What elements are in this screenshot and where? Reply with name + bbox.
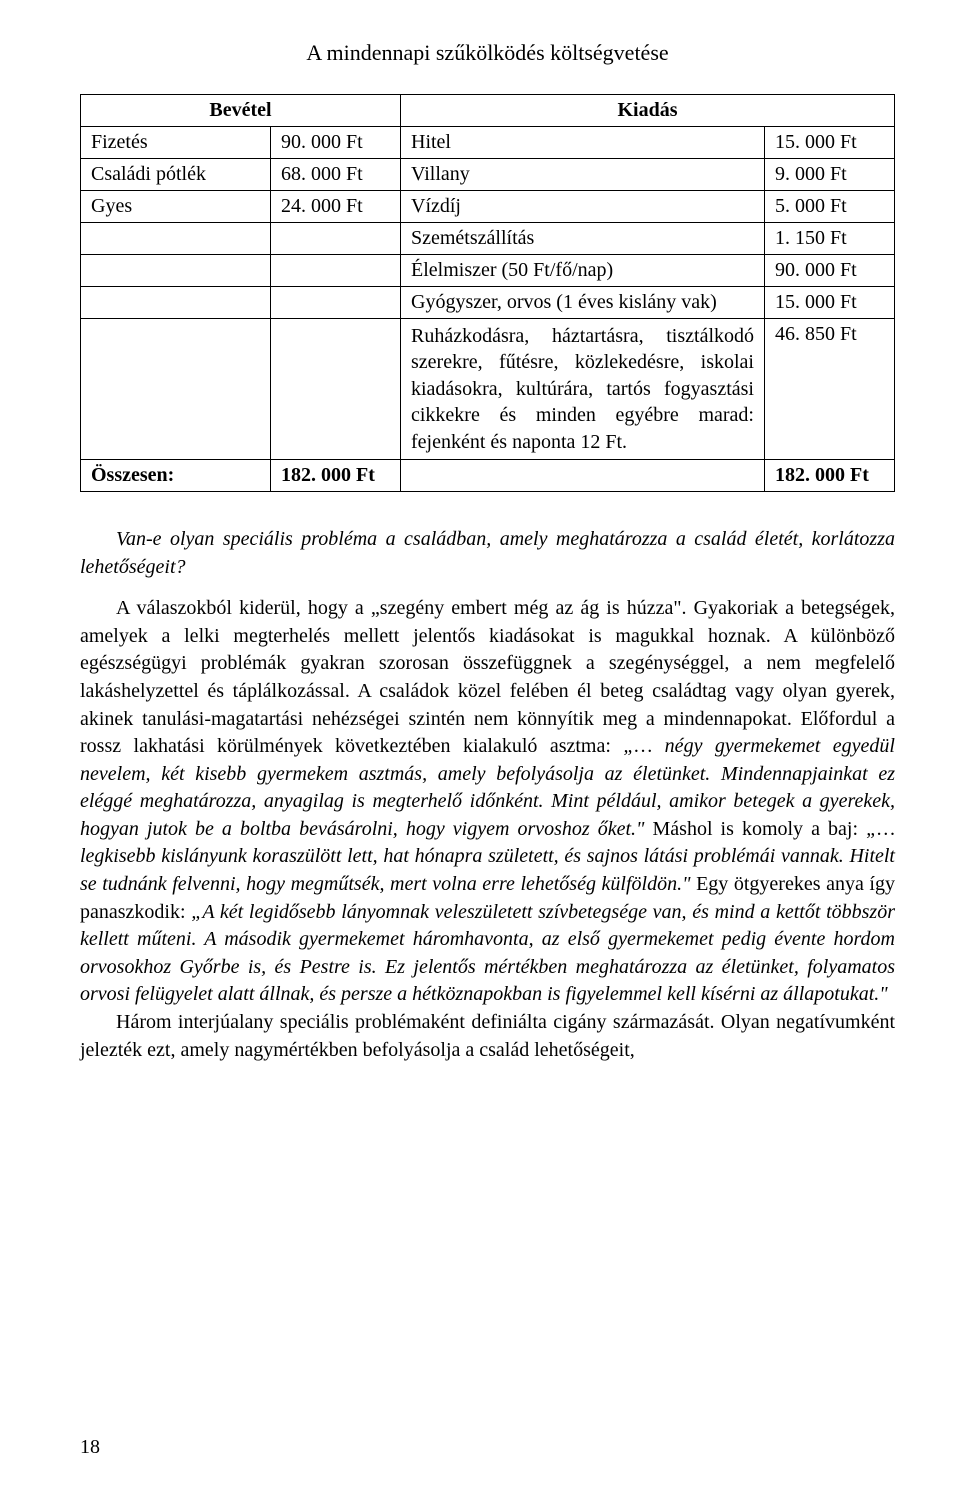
body-quote: „A két legidősebb lányomnak veleszületet… [80, 901, 895, 1006]
income-label-empty [81, 319, 271, 460]
total-income: 182. 000 Ft [271, 459, 401, 491]
paragraph-question: Van-e olyan speciális probléma a családb… [80, 526, 895, 581]
expense-amount: 90. 000 Ft [765, 255, 895, 287]
header-income: Bevétel [81, 95, 401, 127]
table-row: Élelmiszer (50 Ft/fő/nap) 90. 000 Ft [81, 255, 895, 287]
budget-table: Bevétel Kiadás Fizetés 90. 000 Ft Hitel … [80, 94, 895, 492]
expense-label: Hitel [401, 127, 765, 159]
header-expense: Kiadás [401, 95, 895, 127]
expense-label-multiline: Ruházkodásra, háztartásra, tisztálkodó s… [401, 319, 765, 460]
income-amount-empty [271, 319, 401, 460]
income-label-empty [81, 223, 271, 255]
table-row: Gyógyszer, orvos (1 éves kislány vak) 15… [81, 287, 895, 319]
page-title: A mindennapi szűkölködés költségvetése [80, 40, 895, 66]
income-amount: 90. 000 Ft [271, 127, 401, 159]
expense-amount: 15. 000 Ft [765, 127, 895, 159]
question-text: Van-e olyan speciális probléma a családb… [80, 528, 895, 578]
total-expense: 182. 000 Ft [765, 459, 895, 491]
page-number: 18 [80, 1436, 100, 1459]
income-amount-empty [271, 287, 401, 319]
income-amount: 68. 000 Ft [271, 159, 401, 191]
income-amount: 24. 000 Ft [271, 191, 401, 223]
total-expense-label-empty [401, 459, 765, 491]
expense-label: Vízdíj [401, 191, 765, 223]
expense-label: Szemétszállítás [401, 223, 765, 255]
table-row: Családi pótlék 68. 000 Ft Villany 9. 000… [81, 159, 895, 191]
expense-label: Gyógyszer, orvos (1 éves kislány vak) [401, 287, 765, 319]
table-total-row: Összesen: 182. 000 Ft 182. 000 Ft [81, 459, 895, 491]
paragraph-body: A válaszokból kiderül, hogy a „szegény e… [80, 595, 895, 1064]
income-label-empty [81, 287, 271, 319]
expense-label: Élelmiszer (50 Ft/fő/nap) [401, 255, 765, 287]
income-label: Gyes [81, 191, 271, 223]
body-run: A válaszokból kiderül, hogy a „szegény e… [80, 597, 895, 757]
expense-amount: 5. 000 Ft [765, 191, 895, 223]
expense-amount: 46. 850 Ft [765, 319, 895, 460]
income-label-empty [81, 255, 271, 287]
table-row: Szemétszállítás 1. 150 Ft [81, 223, 895, 255]
body-run: Máshol is komoly a baj: [644, 818, 866, 840]
expense-label: Villany [401, 159, 765, 191]
expense-amount: 9. 000 Ft [765, 159, 895, 191]
table-row: Ruházkodásra, háztartásra, tisztálkodó s… [81, 319, 895, 460]
table-row: Gyes 24. 000 Ft Vízdíj 5. 000 Ft [81, 191, 895, 223]
income-amount-empty [271, 223, 401, 255]
income-label: Fizetés [81, 127, 271, 159]
table-row: Fizetés 90. 000 Ft Hitel 15. 000 Ft [81, 127, 895, 159]
total-label: Összesen: [81, 459, 271, 491]
income-amount-empty [271, 255, 401, 287]
expense-amount: 1. 150 Ft [765, 223, 895, 255]
income-label: Családi pótlék [81, 159, 271, 191]
body-run: Három interjúalany speciális problémakén… [80, 1011, 895, 1061]
table-header-row: Bevétel Kiadás [81, 95, 895, 127]
expense-amount: 15. 000 Ft [765, 287, 895, 319]
